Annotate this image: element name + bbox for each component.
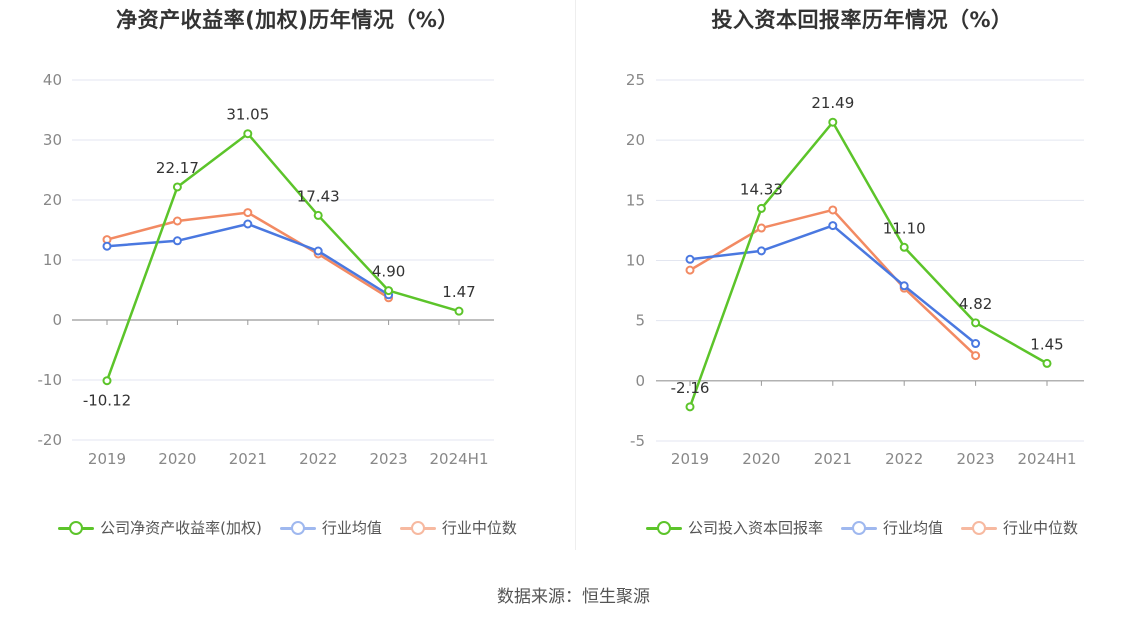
data-point-avg bbox=[899, 281, 909, 291]
x-tick-label: 2019 bbox=[671, 450, 709, 468]
data-point-company bbox=[756, 203, 766, 213]
legend-label: 行业均值 bbox=[882, 519, 943, 537]
data-point-company bbox=[1042, 358, 1052, 368]
x-tick-label: 2022 bbox=[299, 450, 337, 468]
roe-chart-panel: 净资产收益率(加权)历年情况（%） -20 -10 0 10 20 30 40 2019 202… bbox=[0, 0, 575, 560]
y-tick-label: 5 bbox=[635, 312, 645, 330]
legend-line-icon bbox=[645, 520, 682, 535]
data-point-company bbox=[971, 318, 981, 328]
legend-label: 公司净资产收益率(加权) bbox=[100, 519, 262, 537]
roe-line-chart: -20 -10 0 10 20 30 40 2019 2020 2021 2022 2023 2024H… bbox=[38, 71, 494, 468]
roic-line-chart: -5 0 5 10 15 20 25 2019 2020 2021 2022 2023 2024H1 -2… bbox=[626, 71, 1084, 468]
legend-label: 公司投入资本回报率 bbox=[687, 519, 823, 537]
y-tick-label: 0 bbox=[635, 372, 645, 390]
y-tick-label: 0 bbox=[52, 311, 62, 329]
data-point-median bbox=[243, 208, 253, 218]
y-tick-label: 10 bbox=[626, 252, 645, 270]
chart-legend: 公司净资产收益率(加权) 行业均值 行业中位数 bbox=[0, 517, 575, 538]
x-tick-label: 2020 bbox=[742, 450, 780, 468]
chart-legend: 公司投入资本回报率 行业均值 行业中位数 bbox=[577, 517, 1147, 538]
y-tick-label: 40 bbox=[43, 71, 62, 89]
data-label: 17.43 bbox=[297, 187, 340, 205]
legend-item-company[interactable]: 公司净资产收益率(加权) bbox=[58, 517, 262, 538]
data-point-company bbox=[899, 242, 909, 252]
data-label: 21.49 bbox=[811, 94, 854, 112]
data-label: 4.90 bbox=[372, 263, 405, 281]
legend-line-icon bbox=[840, 520, 877, 535]
legend-label: 行业中位数 bbox=[1003, 519, 1079, 537]
data-point-company bbox=[313, 210, 323, 220]
x-tick-label: 2019 bbox=[88, 450, 126, 468]
legend-line-icon bbox=[58, 520, 95, 535]
legend-item-company[interactable]: 公司投入资本回报率 bbox=[645, 517, 823, 538]
x-tick-label: 2021 bbox=[814, 450, 852, 468]
data-point-avg bbox=[971, 339, 981, 349]
x-tick-label: 2023 bbox=[370, 450, 408, 468]
series-line-avg bbox=[106, 222, 390, 296]
data-point-median bbox=[685, 265, 695, 275]
y-tick-label: 25 bbox=[626, 71, 645, 89]
chart-title: 净资产收益率(加权)历年情况（%） bbox=[116, 8, 459, 32]
y-tick-label: 20 bbox=[626, 131, 645, 149]
legend-item-industry-median[interactable]: 行业中位数 bbox=[961, 517, 1078, 538]
data-point-median bbox=[971, 351, 981, 361]
data-point-company bbox=[243, 129, 253, 139]
data-point-company bbox=[685, 402, 695, 412]
x-tick-label: 2020 bbox=[158, 450, 196, 468]
data-label: 14.33 bbox=[740, 180, 783, 198]
y-tick-label: -10 bbox=[38, 371, 63, 389]
y-tick-label: 20 bbox=[43, 191, 62, 209]
legend-label: 行业中位数 bbox=[441, 519, 517, 537]
y-tick-label: 15 bbox=[626, 191, 645, 209]
legend-line-icon bbox=[279, 520, 316, 535]
data-source: 数据来源：恒生聚源 bbox=[497, 587, 650, 607]
legend-line-icon bbox=[961, 520, 997, 535]
legend-line-icon bbox=[399, 520, 436, 535]
x-tick-label: 2023 bbox=[957, 450, 995, 468]
series-line-company bbox=[688, 120, 1048, 408]
data-label: 22.17 bbox=[156, 159, 199, 177]
data-point-median bbox=[756, 223, 766, 233]
legend-label: 行业均值 bbox=[321, 519, 382, 537]
data-point-median bbox=[172, 216, 182, 226]
data-point-avg bbox=[756, 246, 766, 256]
data-point-company bbox=[172, 182, 182, 192]
data-label: 31.05 bbox=[226, 106, 269, 124]
legend-item-industry-average[interactable]: 行业均值 bbox=[279, 517, 382, 538]
data-label: 4.82 bbox=[959, 295, 992, 313]
data-point-avg bbox=[102, 241, 112, 251]
data-point-avg bbox=[313, 246, 323, 256]
y-tick-label: 10 bbox=[43, 251, 62, 269]
data-label: -2.16 bbox=[671, 379, 710, 397]
data-label: -10.12 bbox=[83, 392, 131, 410]
data-point-avg bbox=[828, 221, 838, 231]
data-point-company bbox=[102, 376, 112, 386]
x-tick-label: 2022 bbox=[885, 450, 923, 468]
y-tick-label: -20 bbox=[38, 431, 63, 449]
x-tick-label: 2024H1 bbox=[1018, 450, 1077, 468]
data-point-avg bbox=[243, 219, 253, 229]
roic-chart-panel: 投入资本回报率历年情况（%） -5 0 5 10 15 20 25 2019 2020 2021 2… bbox=[577, 0, 1147, 560]
data-point-avg bbox=[172, 236, 182, 246]
panel-divider bbox=[575, 0, 576, 550]
data-label: 11.10 bbox=[883, 219, 926, 237]
y-tick-label: -5 bbox=[630, 432, 645, 450]
legend-item-industry-average[interactable]: 行业均值 bbox=[840, 517, 943, 538]
data-point-avg bbox=[685, 254, 695, 264]
x-tick-label: 2024H1 bbox=[430, 450, 489, 468]
series-line-median bbox=[689, 208, 977, 357]
data-point-company bbox=[384, 286, 394, 296]
data-point-company bbox=[828, 117, 838, 127]
legend-item-industry-median[interactable]: 行业中位数 bbox=[399, 517, 517, 538]
chart-title: 投入资本回报率历年情况（%） bbox=[711, 8, 1013, 32]
data-point-company bbox=[454, 306, 464, 316]
y-tick-label: 30 bbox=[43, 131, 62, 149]
x-tick-label: 2021 bbox=[229, 450, 267, 468]
series-line-company bbox=[105, 132, 460, 382]
data-label: 1.45 bbox=[1030, 335, 1063, 353]
data-point-median bbox=[828, 205, 838, 215]
data-label: 1.47 bbox=[442, 283, 475, 301]
